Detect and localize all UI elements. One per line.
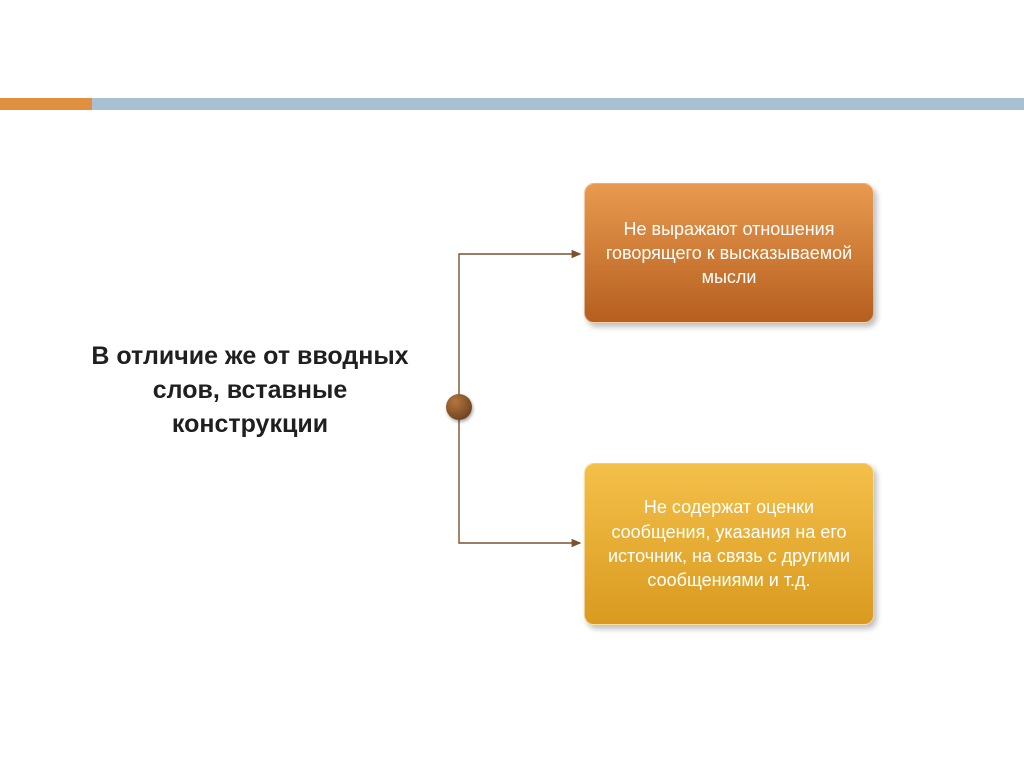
box-top-text: Не выражают отношения говорящего к выска… — [603, 217, 855, 290]
main-statement: В отличие же от вводных слов, вставные к… — [90, 340, 410, 441]
box-bottom-statement: Не содержат оценки сообщения, указания н… — [584, 463, 874, 625]
bar-segment-blue — [92, 98, 1024, 110]
slide-canvas: В отличие же от вводных слов, вставные к… — [0, 0, 1024, 768]
box-bottom-text: Не содержат оценки сообщения, указания н… — [603, 495, 855, 592]
connector-lines — [458, 246, 588, 552]
bar-segment-orange — [0, 98, 92, 110]
box-top-statement: Не выражают отношения говорящего к выска… — [584, 183, 874, 323]
header-accent-bar — [0, 98, 1024, 110]
connector-node-dot — [446, 394, 472, 420]
